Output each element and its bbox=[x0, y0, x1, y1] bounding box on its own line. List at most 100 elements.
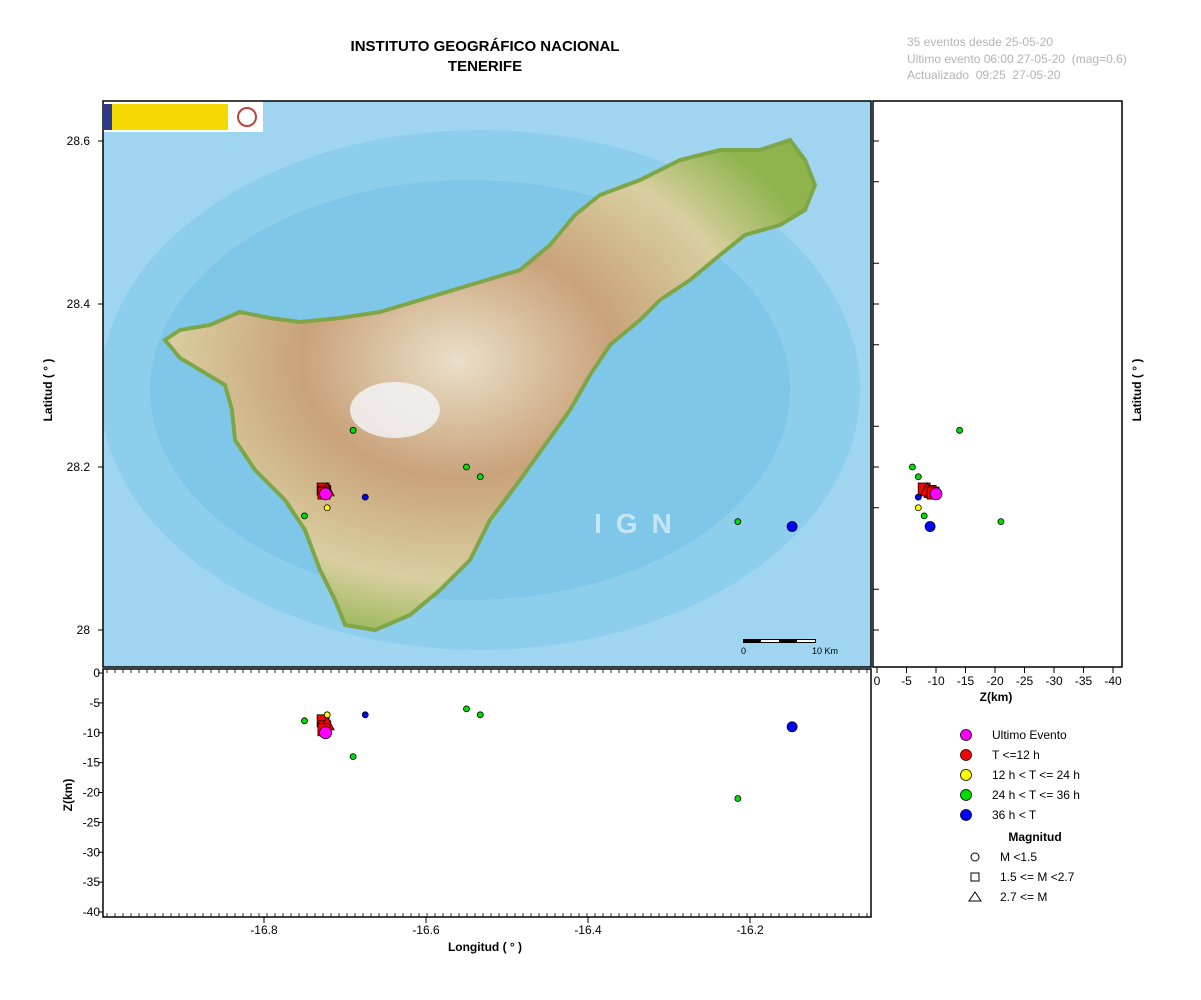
event-depth-lat-marker[interactable] bbox=[914, 473, 922, 481]
magnitude-title: Magnitud bbox=[1008, 830, 1061, 844]
event-marker[interactable] bbox=[349, 426, 357, 434]
event-marker[interactable] bbox=[323, 504, 331, 512]
lon-tick-label: -16.4 bbox=[574, 923, 602, 937]
event-depth-lon-marker[interactable] bbox=[319, 726, 332, 740]
depth-axis-label: Z(km) bbox=[61, 779, 75, 812]
map-panel[interactable]: IGN 0 10 Km bbox=[100, 101, 871, 667]
legend-swatch bbox=[960, 789, 972, 801]
event-depth-lon-marker[interactable] bbox=[786, 721, 798, 733]
event-depth-lon-marker[interactable] bbox=[361, 711, 369, 719]
latitude-axis-label: Latitud ( ° ) bbox=[41, 359, 55, 422]
event-marker[interactable] bbox=[301, 512, 308, 520]
depth-tick-label: 0 bbox=[93, 666, 100, 680]
map-events bbox=[301, 426, 798, 532]
lat-tick-label: 28 bbox=[77, 623, 91, 637]
legend-label: 12 h < T <= 24 h bbox=[992, 768, 1080, 782]
event-depth-lat-marker[interactable] bbox=[914, 493, 922, 501]
legend-label: T <=12 h bbox=[992, 748, 1040, 762]
event-depth-lat-marker[interactable] bbox=[914, 504, 922, 512]
event-depth-lon-marker[interactable] bbox=[301, 717, 308, 725]
depth-right-tick-label: -40 bbox=[1104, 674, 1122, 688]
scale-end-label: 10 Km bbox=[812, 646, 838, 656]
event-marker[interactable] bbox=[476, 473, 484, 481]
event-depth-lon-marker[interactable] bbox=[463, 705, 470, 713]
map-frame bbox=[102, 100, 872, 668]
legend-swatch bbox=[960, 809, 972, 821]
lon-tick-label: -16.6 bbox=[412, 923, 440, 937]
depth-right-tick-label: -15 bbox=[957, 674, 975, 688]
map-title: INSTITUTO GEOGRÁFICO NACIONAL bbox=[350, 38, 620, 55]
teide-peak bbox=[350, 382, 440, 438]
lat-tick-label: 28.6 bbox=[67, 134, 91, 148]
ign-anniversary-logo bbox=[237, 107, 257, 127]
legend-label: 24 h < T <= 36 h bbox=[992, 788, 1080, 802]
event-depth-lat-marker[interactable] bbox=[909, 463, 916, 471]
event-depth-lat-marker[interactable] bbox=[924, 521, 936, 532]
scale-start-label: 0 bbox=[741, 646, 746, 656]
depth-lon-panel bbox=[102, 668, 872, 918]
event-depth-lat-marker[interactable] bbox=[929, 487, 943, 501]
legend-label: 36 h < T bbox=[992, 808, 1037, 822]
scale-bar-segment bbox=[761, 640, 779, 642]
lon-tick-label: -16.2 bbox=[736, 923, 764, 937]
ign-logo-yellow bbox=[112, 104, 228, 130]
ign-watermark: IGN bbox=[594, 508, 686, 539]
depth-right-tick-label: -35 bbox=[1075, 674, 1093, 688]
last-event: Ultimo evento 06:00 27-05-20 (mag=0.6) bbox=[907, 52, 1127, 66]
longitude-axis-label: Longitud ( ° ) bbox=[448, 940, 522, 954]
depth-tick-label: -15 bbox=[83, 756, 101, 770]
event-depth-lon-marker[interactable] bbox=[323, 711, 331, 719]
depth-right-tick-label: 0 bbox=[874, 674, 881, 688]
lon-tick-label: -16.8 bbox=[250, 923, 278, 937]
depth-tick-label: -10 bbox=[83, 726, 101, 740]
event-depth-lat-marker[interactable] bbox=[920, 512, 928, 520]
depth-tick-label: -5 bbox=[89, 696, 100, 710]
depth-lat-events bbox=[909, 426, 1005, 532]
event-marker[interactable] bbox=[734, 518, 742, 526]
magnitude-label: M <1.5 bbox=[1000, 850, 1037, 864]
event-marker[interactable] bbox=[786, 521, 798, 532]
depth-right-tick-label: -25 bbox=[1016, 674, 1034, 688]
scale-bar bbox=[743, 639, 816, 643]
lat-tick-label: 28.4 bbox=[67, 297, 91, 311]
depth-right-tick-label: -5 bbox=[901, 674, 912, 688]
legend-triangle-icon bbox=[968, 891, 982, 902]
event-depth-lon-marker[interactable] bbox=[476, 711, 484, 719]
depth-tick-label: -35 bbox=[83, 875, 101, 889]
event-marker[interactable] bbox=[361, 493, 369, 501]
depth-lon-events bbox=[301, 705, 798, 802]
axis-ticks: 28.6 28.4 28.2 28 -16.8 -16.6 -16.4 -16.2 0 -5 -10… bbox=[67, 134, 1122, 937]
event-depth-lat-marker[interactable] bbox=[956, 426, 963, 434]
lat-tick-label: 28.2 bbox=[67, 460, 91, 474]
legend-swatch bbox=[960, 749, 972, 761]
depth-axis-label-right: Z(km) bbox=[980, 690, 1013, 704]
legend-swatch bbox=[960, 729, 972, 741]
legend-swatch bbox=[960, 769, 972, 781]
event-depth-lon-marker[interactable] bbox=[734, 795, 742, 802]
scale-bar-segment bbox=[797, 640, 815, 642]
depth-tick-label: -20 bbox=[83, 786, 101, 800]
depth-lat-panel bbox=[872, 100, 1123, 668]
depth-tick-label: -30 bbox=[83, 845, 101, 859]
event-depth-lon-marker[interactable] bbox=[349, 753, 357, 761]
legend-label: Ultimo Evento bbox=[992, 728, 1067, 742]
depth-right-tick-label: -10 bbox=[927, 674, 945, 688]
event-marker[interactable] bbox=[463, 463, 470, 471]
ign-logo-blue bbox=[104, 104, 112, 130]
map-subtitle: TENERIFE bbox=[447, 58, 523, 75]
legend-square-icon bbox=[970, 872, 980, 882]
magnitude-label: 2.7 <= M bbox=[1000, 890, 1047, 904]
updated-time: Actualizado 09:25 27-05-20 bbox=[907, 68, 1061, 82]
depth-tick-label: -40 bbox=[83, 905, 101, 919]
latitude-axis-label-right: Latitud ( ° ) bbox=[1130, 359, 1144, 422]
depth-right-tick-label: -20 bbox=[986, 674, 1004, 688]
magnitude-label: 1.5 <= M <2.7 bbox=[1000, 870, 1075, 884]
depth-tick-label: -25 bbox=[83, 815, 101, 829]
event-marker[interactable] bbox=[319, 487, 332, 501]
depth-right-tick-label: -30 bbox=[1045, 674, 1063, 688]
event-depth-lat-marker[interactable] bbox=[997, 518, 1005, 526]
legend: Ultimo Evento T <=12 h 12 h < T <= 24 h 24 … bbox=[960, 728, 1080, 904]
legend-circle-icon bbox=[970, 852, 980, 862]
event-count: 35 eventos desde 25-05-20 bbox=[907, 35, 1054, 49]
